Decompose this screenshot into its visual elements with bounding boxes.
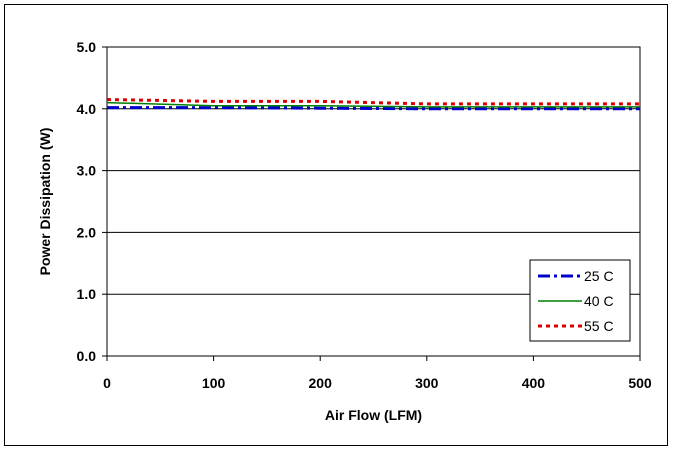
series-lines [106, 98, 640, 111]
y-tick-label: 5.0 [77, 39, 97, 55]
y-axis-title: Power Dissipation (W) [37, 128, 53, 276]
legend-label: 25 C [584, 268, 614, 284]
legend: 25 C 40 C 55 C [529, 259, 631, 342]
x-tick-label: 400 [522, 375, 546, 391]
x-tick-label: 100 [202, 375, 226, 391]
y-axis-ticks: 0.0 1.0 2.0 3.0 4.0 5.0 [77, 39, 107, 364]
y-tick-label: 2.0 [77, 224, 97, 240]
series-line-1 [107, 106, 640, 111]
y-tick-label: 4.0 [77, 101, 97, 117]
y-tick-label: 3.0 [77, 163, 97, 179]
legend-label: 55 C [584, 318, 614, 334]
y-tick-label: 0.0 [77, 348, 97, 364]
x-tick-label: 300 [415, 375, 439, 391]
series-line-2 [106, 101, 640, 108]
x-axis-ticks: 0 100 200 300 400 500 [103, 356, 652, 391]
x-tick-label: 0 [103, 375, 111, 391]
legend-label: 40 C [584, 293, 614, 309]
x-tick-label: 200 [309, 375, 333, 391]
x-tick-label: 500 [628, 375, 652, 391]
x-axis-title: Air Flow (LFM) [325, 407, 422, 423]
y-tick-label: 1.0 [77, 286, 97, 302]
series-line-3 [106, 98, 640, 106]
